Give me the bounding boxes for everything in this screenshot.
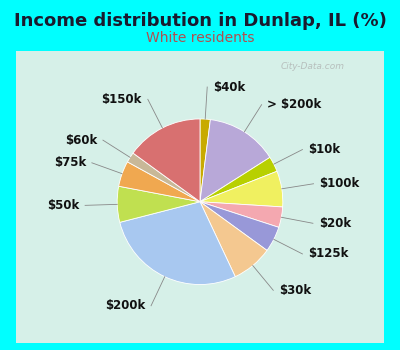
Text: $200k: $200k: [105, 299, 145, 312]
Wedge shape: [200, 171, 283, 207]
Wedge shape: [200, 202, 283, 228]
Text: $100k: $100k: [319, 177, 360, 190]
Text: > $200k: > $200k: [268, 98, 322, 111]
Wedge shape: [128, 153, 200, 202]
Text: $10k: $10k: [308, 143, 340, 156]
Wedge shape: [200, 119, 210, 202]
Wedge shape: [200, 202, 279, 250]
Text: $50k: $50k: [47, 199, 79, 212]
Wedge shape: [117, 186, 200, 222]
Wedge shape: [133, 119, 200, 202]
Wedge shape: [119, 162, 200, 202]
Text: $40k: $40k: [213, 80, 245, 93]
Wedge shape: [120, 202, 235, 285]
Text: $125k: $125k: [308, 247, 349, 260]
Text: City-Data.com: City-Data.com: [281, 62, 345, 71]
Wedge shape: [200, 120, 270, 202]
Text: $75k: $75k: [54, 156, 86, 169]
Text: $60k: $60k: [65, 134, 97, 147]
Text: $150k: $150k: [102, 93, 142, 106]
Text: Income distribution in Dunlap, IL (%): Income distribution in Dunlap, IL (%): [14, 12, 386, 30]
Text: $30k: $30k: [279, 284, 311, 297]
Wedge shape: [200, 158, 277, 202]
Text: White residents: White residents: [146, 32, 254, 46]
Wedge shape: [200, 202, 267, 276]
Text: $20k: $20k: [319, 217, 351, 230]
